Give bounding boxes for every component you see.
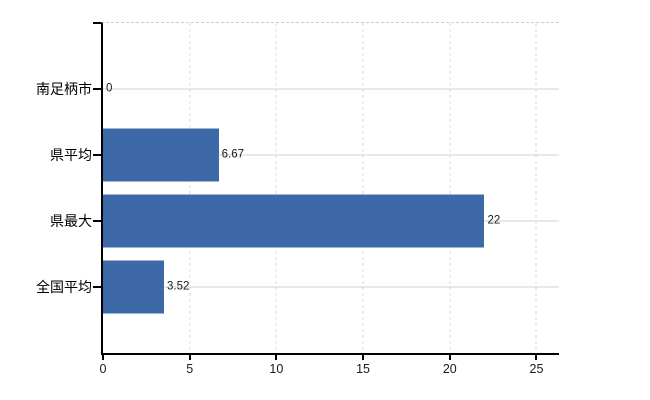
y-axis-label: 全国平均 (36, 279, 92, 295)
x-axis-tick (275, 355, 278, 360)
bar-value-label: 22 (487, 214, 501, 227)
h-gridline (103, 154, 559, 156)
h-gridline (103, 88, 559, 90)
x-axis-tick-label: 5 (186, 362, 194, 376)
x-axis: 0 5 10 15 20 25 (99, 355, 559, 389)
y-axis-tick (93, 154, 101, 156)
y-axis-label: 県最大 (50, 213, 92, 229)
x-axis-tick (535, 355, 538, 360)
v-gridline (535, 23, 537, 353)
x-axis-tick (448, 355, 451, 360)
y-axis-label: 南足柄市 (36, 81, 92, 97)
bar-value-label: 6.67 (221, 148, 245, 161)
v-gridline (449, 23, 451, 353)
h-gridline (103, 286, 559, 288)
y-axis-top-tick (93, 22, 101, 24)
x-axis-tick (102, 355, 104, 360)
y-axis-tick (93, 220, 101, 222)
y-axis-label: 県平均 (50, 147, 92, 163)
x-axis-tick-label: 0 (99, 362, 107, 376)
x-axis-tick-label: 25 (529, 362, 544, 376)
v-gridline (189, 23, 191, 353)
x-axis-tick-label: 15 (356, 362, 371, 376)
y-axis-tick (93, 88, 101, 90)
bar (103, 128, 219, 182)
bar-value-label: 3.52 (167, 280, 190, 293)
x-axis-tick (362, 355, 365, 360)
x-axis-tick-label: 10 (269, 362, 284, 376)
y-axis-labels: 南足柄市県平均県最大全国平均 (0, 23, 92, 353)
bar (103, 260, 165, 314)
x-axis-tick (188, 355, 191, 360)
plot-area: 0 6.67 22 3.52 (93, 22, 559, 355)
v-gridline (362, 23, 364, 353)
bar-value-label: 0 (106, 82, 113, 95)
y-axis-tick (93, 286, 101, 288)
v-gridline (275, 23, 277, 353)
bar (103, 194, 485, 248)
x-axis-tick-label: 20 (442, 362, 457, 376)
